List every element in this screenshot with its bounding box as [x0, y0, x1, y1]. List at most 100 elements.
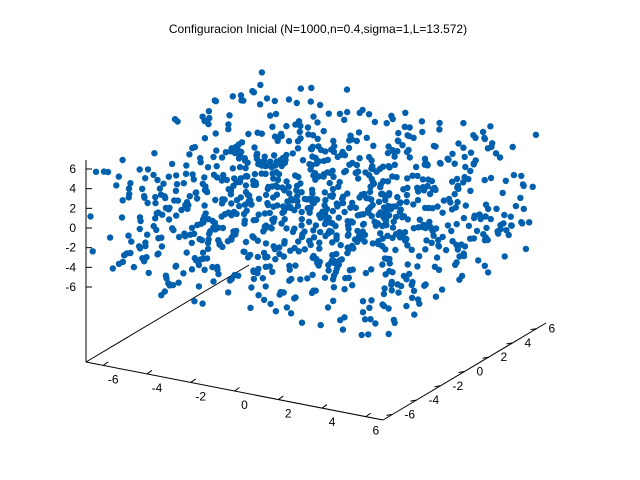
data-point: [257, 81, 264, 89]
data-point: [403, 302, 410, 310]
data-point: [144, 166, 152, 173]
data-point: [346, 161, 353, 168]
data-point: [276, 291, 283, 298]
data-point: [228, 212, 235, 219]
data-point: [135, 243, 143, 250]
data-point: [172, 263, 179, 270]
data-point: [230, 231, 237, 239]
data-point: [227, 191, 235, 198]
data-point: [297, 85, 304, 92]
data-point: [241, 217, 248, 224]
data-point: [395, 138, 402, 145]
data-point: [307, 145, 315, 152]
data-point: [381, 285, 388, 292]
data-point: [281, 216, 288, 223]
data-point: [152, 193, 159, 201]
data-point: [205, 120, 212, 128]
data-point: [201, 213, 208, 220]
data-point: [448, 227, 455, 235]
data-point: [252, 179, 259, 186]
data-point: [389, 224, 397, 231]
data-point: [341, 314, 348, 321]
y-tick-label: 0: [477, 365, 484, 379]
data-point: [248, 284, 255, 291]
data-point: [362, 269, 370, 277]
data-point: [430, 142, 438, 150]
data-point: [303, 196, 311, 203]
data-point: [270, 175, 277, 182]
data-point: [196, 235, 203, 243]
data-point: [475, 257, 482, 264]
data-point: [518, 172, 525, 180]
data-point: [306, 237, 313, 245]
data-point: [481, 134, 488, 142]
data-point: [222, 149, 230, 156]
data-point: [142, 242, 149, 250]
data-point: [142, 175, 149, 182]
data-point: [152, 215, 159, 222]
data-point: [295, 238, 302, 245]
data-point: [360, 220, 367, 228]
data-point: [324, 156, 332, 164]
data-point: [460, 144, 467, 151]
data-point: [178, 206, 185, 214]
data-point: [310, 227, 317, 234]
data-point: [277, 130, 285, 137]
x-tick-mark: [190, 378, 197, 383]
y-tick-mark: [410, 399, 417, 402]
data-point: [262, 170, 269, 177]
data-point: [293, 187, 300, 194]
data-point: [228, 200, 235, 207]
data-point: [423, 221, 431, 229]
data-point: [189, 171, 196, 178]
data-point: [503, 227, 510, 234]
data-point: [225, 289, 232, 296]
data-point: [182, 233, 189, 240]
data-point: [259, 275, 266, 282]
data-point: [401, 229, 409, 236]
data-point: [270, 194, 277, 201]
data-point: [175, 233, 183, 241]
data-point: [462, 202, 469, 209]
data-point: [262, 240, 270, 247]
data-point: [408, 246, 415, 253]
data-point: [380, 210, 388, 217]
data-point: [442, 246, 450, 254]
z-tick-label: 4: [69, 182, 76, 196]
data-point: [423, 237, 430, 244]
data-point: [356, 155, 363, 162]
data-point: [236, 163, 244, 171]
data-point: [313, 255, 320, 263]
z-tick-label: 0: [69, 221, 76, 235]
data-point: [414, 184, 421, 191]
data-point: [245, 192, 253, 199]
data-point: [250, 217, 257, 224]
data-point: [388, 278, 395, 286]
data-point: [201, 135, 209, 142]
data-point: [160, 180, 167, 187]
data-point: [161, 193, 168, 200]
data-point: [408, 281, 415, 289]
data-point: [150, 222, 157, 230]
data-point: [215, 270, 222, 278]
data-point: [254, 253, 261, 261]
data-point: [251, 144, 258, 151]
data-point: [380, 290, 388, 298]
y-tick-label: 4: [525, 336, 532, 350]
data-point: [113, 182, 120, 189]
data-point: [291, 207, 298, 214]
data-point: [210, 278, 217, 285]
floor-back-edge: [85, 264, 250, 363]
data-point: [173, 181, 181, 188]
data-point: [405, 146, 412, 154]
data-point: [242, 173, 249, 180]
data-point: [267, 158, 274, 165]
data-point: [263, 95, 271, 102]
data-point: [125, 232, 132, 239]
data-point: [369, 162, 376, 170]
data-point: [307, 166, 314, 173]
data-point: [298, 222, 305, 229]
data-point: [385, 143, 392, 150]
data-point: [165, 216, 173, 223]
